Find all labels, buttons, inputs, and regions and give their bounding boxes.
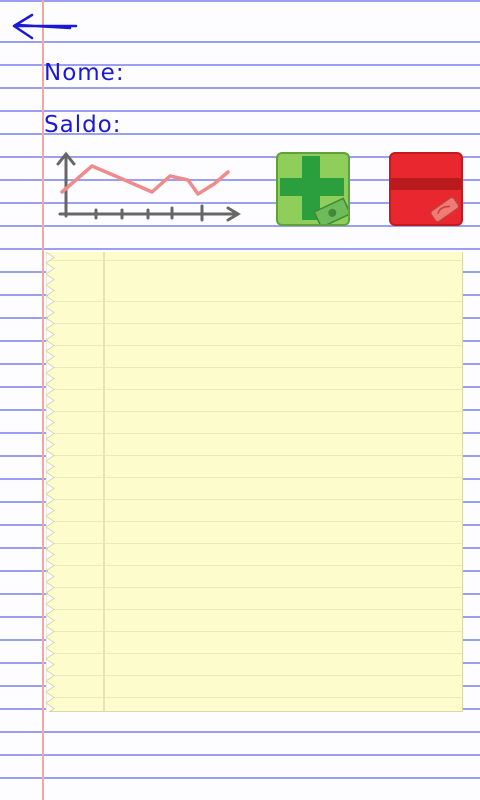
add-money-icon: [280, 156, 348, 224]
balance-label: Saldo:: [44, 112, 122, 138]
remove-money-icon: [391, 178, 461, 223]
back-button[interactable]: [10, 10, 80, 44]
chart-button[interactable]: [52, 150, 242, 226]
transactions-notepad[interactable]: [46, 252, 463, 712]
line-chart-icon: [56, 151, 241, 222]
remove-money-button[interactable]: [389, 152, 463, 226]
notepad-margin-line: [103, 252, 105, 711]
back-arrow-icon: [12, 13, 78, 40]
torn-edge: [46, 252, 55, 712]
notebook-margin-line: [42, 0, 44, 800]
name-label: Nome:: [44, 60, 125, 86]
add-money-button[interactable]: [276, 152, 350, 226]
